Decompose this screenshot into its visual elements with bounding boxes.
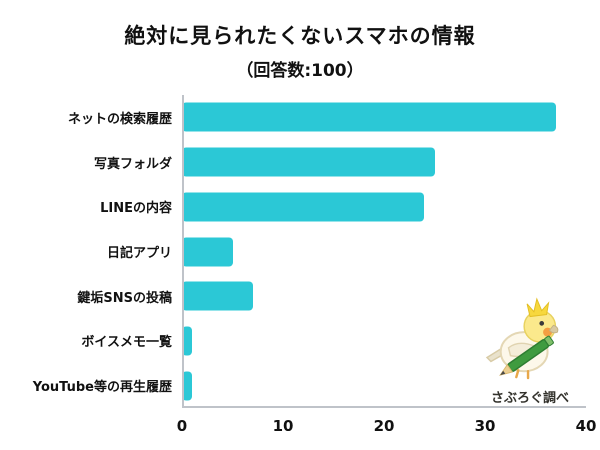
- bar-row: 写真フォルダ: [12, 140, 586, 185]
- x-tick-label: 40: [575, 417, 597, 435]
- bar: [182, 326, 193, 356]
- category-label: 写真フォルダ: [93, 156, 172, 172]
- category-label: LINEの内容: [100, 201, 172, 217]
- bar-track: [182, 95, 586, 140]
- bar-rows: ネットの検索履歴写真フォルダ LINEの内容 日記アプリ鍵垢SNSの投稿 ボイスメモ一…: [12, 95, 586, 408]
- category-label: ネットの検索履歴: [67, 111, 172, 127]
- category-label: ボイスメモ一覧: [81, 335, 172, 351]
- mascot: さぶろぐ調べ: [474, 297, 586, 406]
- bar-row: 鍵垢SNSの投稿: [12, 274, 586, 319]
- x-tick-label: 30: [474, 417, 496, 435]
- bar-track: [182, 319, 586, 364]
- bar: [182, 237, 233, 267]
- mascot-caption: さぶろぐ調べ: [490, 391, 569, 406]
- bar: [182, 102, 556, 132]
- bird-pencil-icon: [485, 297, 559, 380]
- category-label: 日記アプリ: [106, 246, 172, 262]
- bar-track: [182, 184, 586, 229]
- bar-row: ネットの検索履歴: [12, 95, 586, 140]
- bar: [182, 147, 435, 177]
- x-tick-label: 20: [373, 417, 395, 435]
- bar-track: [182, 140, 586, 185]
- x-tick-label: 10: [272, 417, 294, 435]
- bar-row: ボイスメモ一覧: [12, 319, 586, 364]
- x-tick-label: 0: [176, 417, 188, 435]
- bar: [182, 371, 193, 401]
- bar-row: LINEの内容: [12, 184, 586, 229]
- bar-track: [182, 363, 586, 408]
- x-axis: 0 10 20 30 40: [177, 408, 597, 442]
- category-label: YouTube等の再生履歴: [32, 380, 172, 396]
- bar-track: [182, 229, 586, 274]
- bar-track: [182, 274, 586, 319]
- bar: [182, 192, 425, 222]
- category-label: 鍵垢SNSの投稿: [77, 290, 172, 306]
- bar: [182, 281, 253, 311]
- bar-row: YouTube等の再生履歴: [12, 363, 586, 408]
- chart-subtitle: （回答数:100）: [236, 61, 364, 81]
- chart-title: 絶対に見られたくないスマホの情報: [124, 24, 476, 48]
- bar-row: 日記アプリ: [12, 229, 586, 274]
- bar-chart: ネットの検索履歴写真フォルダ LINEの内容 日記アプリ鍵垢SNSの投稿 ボイスメモ一…: [12, 95, 596, 435]
